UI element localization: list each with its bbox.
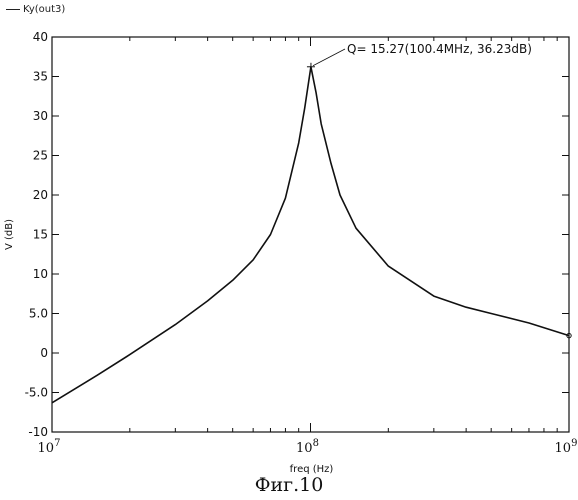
annotation-layer: Q= 15.27(100.4MHz, 36.23dB) <box>307 42 532 71</box>
x-tick-label: 109 <box>555 438 578 456</box>
peak-annotation-label: Q= 15.27(100.4MHz, 36.23dB) <box>347 42 532 56</box>
y-tick-label: 10 <box>33 267 48 281</box>
y-tick-label: 0 <box>40 346 48 360</box>
y-tick-label: 20 <box>33 188 48 202</box>
y-tick-label: 40 <box>33 30 48 44</box>
series-line-ky-out3 <box>52 67 569 403</box>
series-layer <box>52 67 571 403</box>
plot-frame <box>52 37 569 432</box>
figure-caption: Фиг.10 <box>0 474 578 496</box>
y-axis-label: V (dB) <box>4 219 15 250</box>
tick-layer: 40 35 30 25 20 15 10 5.0 0 -5.0 -10107 108 109 <box>25 30 578 456</box>
y-tick-label: -5.0 <box>25 386 48 400</box>
x-tick-label: 107 <box>38 438 61 456</box>
y-tick-label: -10 <box>28 425 48 439</box>
y-tick-label: 5.0 <box>29 307 48 321</box>
y-tick-label: 25 <box>33 149 48 163</box>
y-tick-label: 35 <box>33 70 48 84</box>
x-tick-label: 108 <box>296 438 319 456</box>
y-tick-label: 15 <box>33 228 48 242</box>
annotation-leader <box>313 49 345 66</box>
y-tick-label: 30 <box>33 109 48 123</box>
